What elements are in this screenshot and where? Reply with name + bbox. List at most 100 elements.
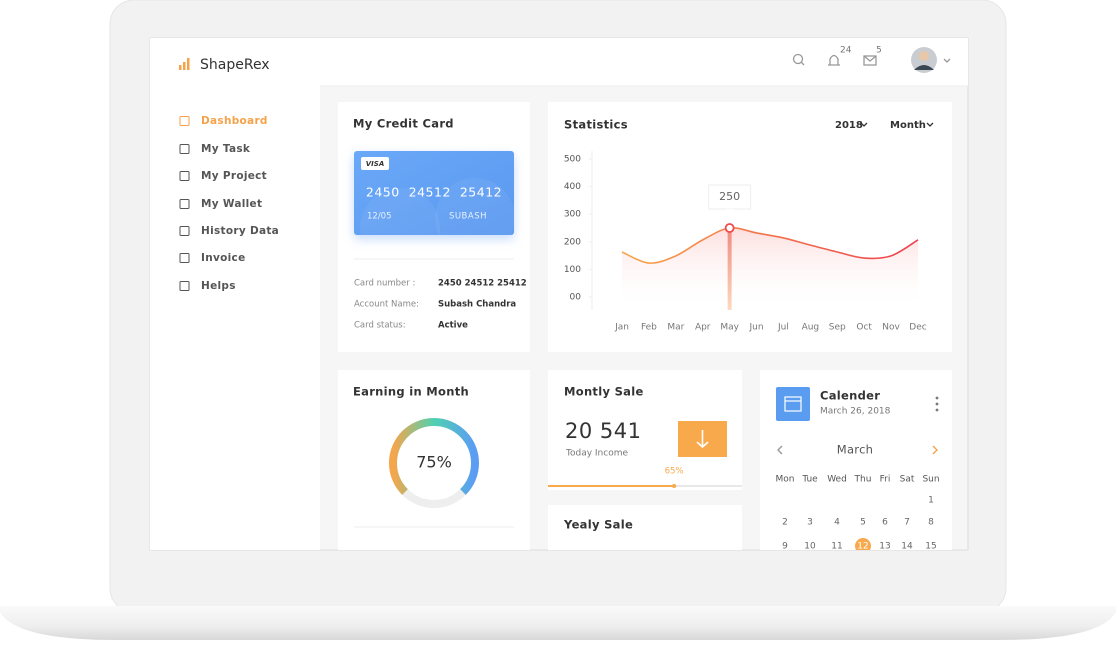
more-menu[interactable]: [935, 396, 939, 412]
donut-label: 75%: [416, 453, 452, 472]
progress-label: 65%: [665, 467, 684, 477]
card-holder: SUBASH: [449, 212, 487, 222]
avatar-body: [914, 65, 934, 70]
statistics-panel: [548, 102, 952, 352]
menu-icon: [179, 144, 190, 154]
menu-item[interactable]: My Task: [201, 143, 251, 155]
donut-arc: [389, 418, 479, 495]
weekday: Sat: [900, 475, 915, 485]
tooltip-label: 250: [719, 190, 740, 203]
header: [320, 38, 968, 86]
calendar-month: March: [837, 443, 874, 457]
y-tick-label: 400: [564, 182, 581, 192]
day[interactable]: 5: [860, 518, 866, 528]
panel-title: Montly Sale: [564, 385, 644, 399]
day[interactable]: 15: [925, 542, 936, 552]
day[interactable]: 1: [928, 496, 934, 506]
calendar-icon: [776, 387, 810, 421]
area: [622, 227, 918, 310]
day[interactable]: 2: [782, 518, 788, 528]
menu-item[interactable]: Invoice: [201, 252, 246, 264]
y-tick-label: 300: [564, 210, 581, 220]
screen: ShapeRex 24 5 My Credit Card VISA 2450 2…: [150, 38, 968, 552]
card-expiry: 12/05: [367, 212, 392, 222]
menu-item[interactable]: My Wallet: [201, 198, 262, 210]
chart-title: Statistics: [564, 118, 628, 132]
brand[interactable]: ShapeRex: [200, 57, 270, 73]
menu-icon: [179, 171, 190, 181]
detail-value: Active: [438, 321, 468, 331]
day[interactable]: 14: [901, 542, 913, 552]
day[interactable]: 12: [857, 542, 868, 552]
sale-caption: Today Income: [565, 449, 628, 459]
period-filter[interactable]: Month: [890, 120, 926, 131]
highlight-bar: [727, 228, 732, 310]
prev-month[interactable]: [777, 445, 783, 455]
x-tick-label: Jun: [749, 323, 764, 333]
sale-amount: 20 541: [565, 419, 641, 443]
x-tick-label: Jan: [614, 323, 629, 333]
day[interactable]: 9: [782, 542, 788, 552]
x-tick-label: Aug: [802, 323, 820, 333]
weekday: Fri: [880, 475, 891, 485]
next-month[interactable]: [932, 445, 938, 455]
logo-icon: [179, 58, 190, 70]
x-tick-label: Oct: [856, 323, 872, 333]
day[interactable]: 4: [834, 518, 840, 528]
day[interactable]: 3: [807, 518, 813, 528]
notification-count: 24: [840, 46, 852, 56]
day[interactable]: 13: [879, 542, 890, 552]
day[interactable]: 6: [882, 518, 888, 528]
menu-item[interactable]: My Project: [201, 170, 267, 182]
day[interactable]: 8: [928, 518, 934, 528]
card-pattern: [435, 178, 515, 258]
card-brand-badge: [361, 157, 389, 170]
progress-fill: [548, 485, 675, 487]
search-icon[interactable]: [792, 53, 804, 65]
panel-title: Yealy Sale: [563, 518, 633, 532]
day[interactable]: 10: [804, 542, 816, 552]
year-filter[interactable]: 2018: [835, 120, 863, 131]
earning-panel: [338, 370, 530, 550]
menu-item[interactable]: Helps: [201, 280, 236, 292]
y-tick-label: 100: [564, 265, 581, 275]
dropdown-chevrons: [860, 122, 934, 127]
weekday: Wed: [827, 475, 847, 485]
header-icons: [792, 53, 951, 66]
menu-icon: [179, 226, 190, 236]
x-tick-label: Nov: [882, 323, 900, 333]
profile-chevron[interactable]: [943, 58, 951, 63]
day[interactable]: 7: [904, 518, 910, 528]
calendar-title: Calender: [820, 389, 880, 403]
bell-icon[interactable]: [828, 54, 840, 66]
card-brand: VISA: [366, 160, 384, 168]
menu-item[interactable]: Dashboard: [201, 115, 268, 127]
down-arrow: [696, 430, 709, 449]
mail-icon[interactable]: [863, 55, 877, 66]
card-number: 2450 24512 25412: [366, 185, 502, 200]
x-tick-label: Feb: [641, 323, 657, 333]
weekday: Tue: [801, 475, 818, 485]
menu-item[interactable]: History Data: [201, 225, 279, 237]
card-pattern: [360, 188, 440, 268]
detail-label: Account Name:: [354, 300, 419, 310]
avatar-face: [919, 51, 929, 61]
detail-label: Card number :: [354, 279, 415, 289]
y-tick-label: 00: [570, 293, 582, 303]
credit-card[interactable]: [354, 151, 514, 235]
menu-icon: [179, 199, 190, 209]
day[interactable]: 11: [831, 542, 842, 552]
y-tick-label: 500: [564, 155, 581, 165]
tooltip-arrow: [725, 209, 734, 213]
laptop-base: [0, 606, 1116, 640]
y-tick-label: 200: [564, 237, 581, 247]
calendar-date: March 26, 2018: [820, 407, 891, 417]
line: [621, 227, 919, 264]
x-tick-label: Sep: [829, 323, 846, 333]
progress-knob: [672, 484, 677, 488]
detail-value: Subash Chandra: [438, 300, 516, 310]
weekday: Sun: [922, 475, 939, 485]
message-count: 5: [876, 46, 882, 56]
sidebar: [150, 38, 320, 550]
